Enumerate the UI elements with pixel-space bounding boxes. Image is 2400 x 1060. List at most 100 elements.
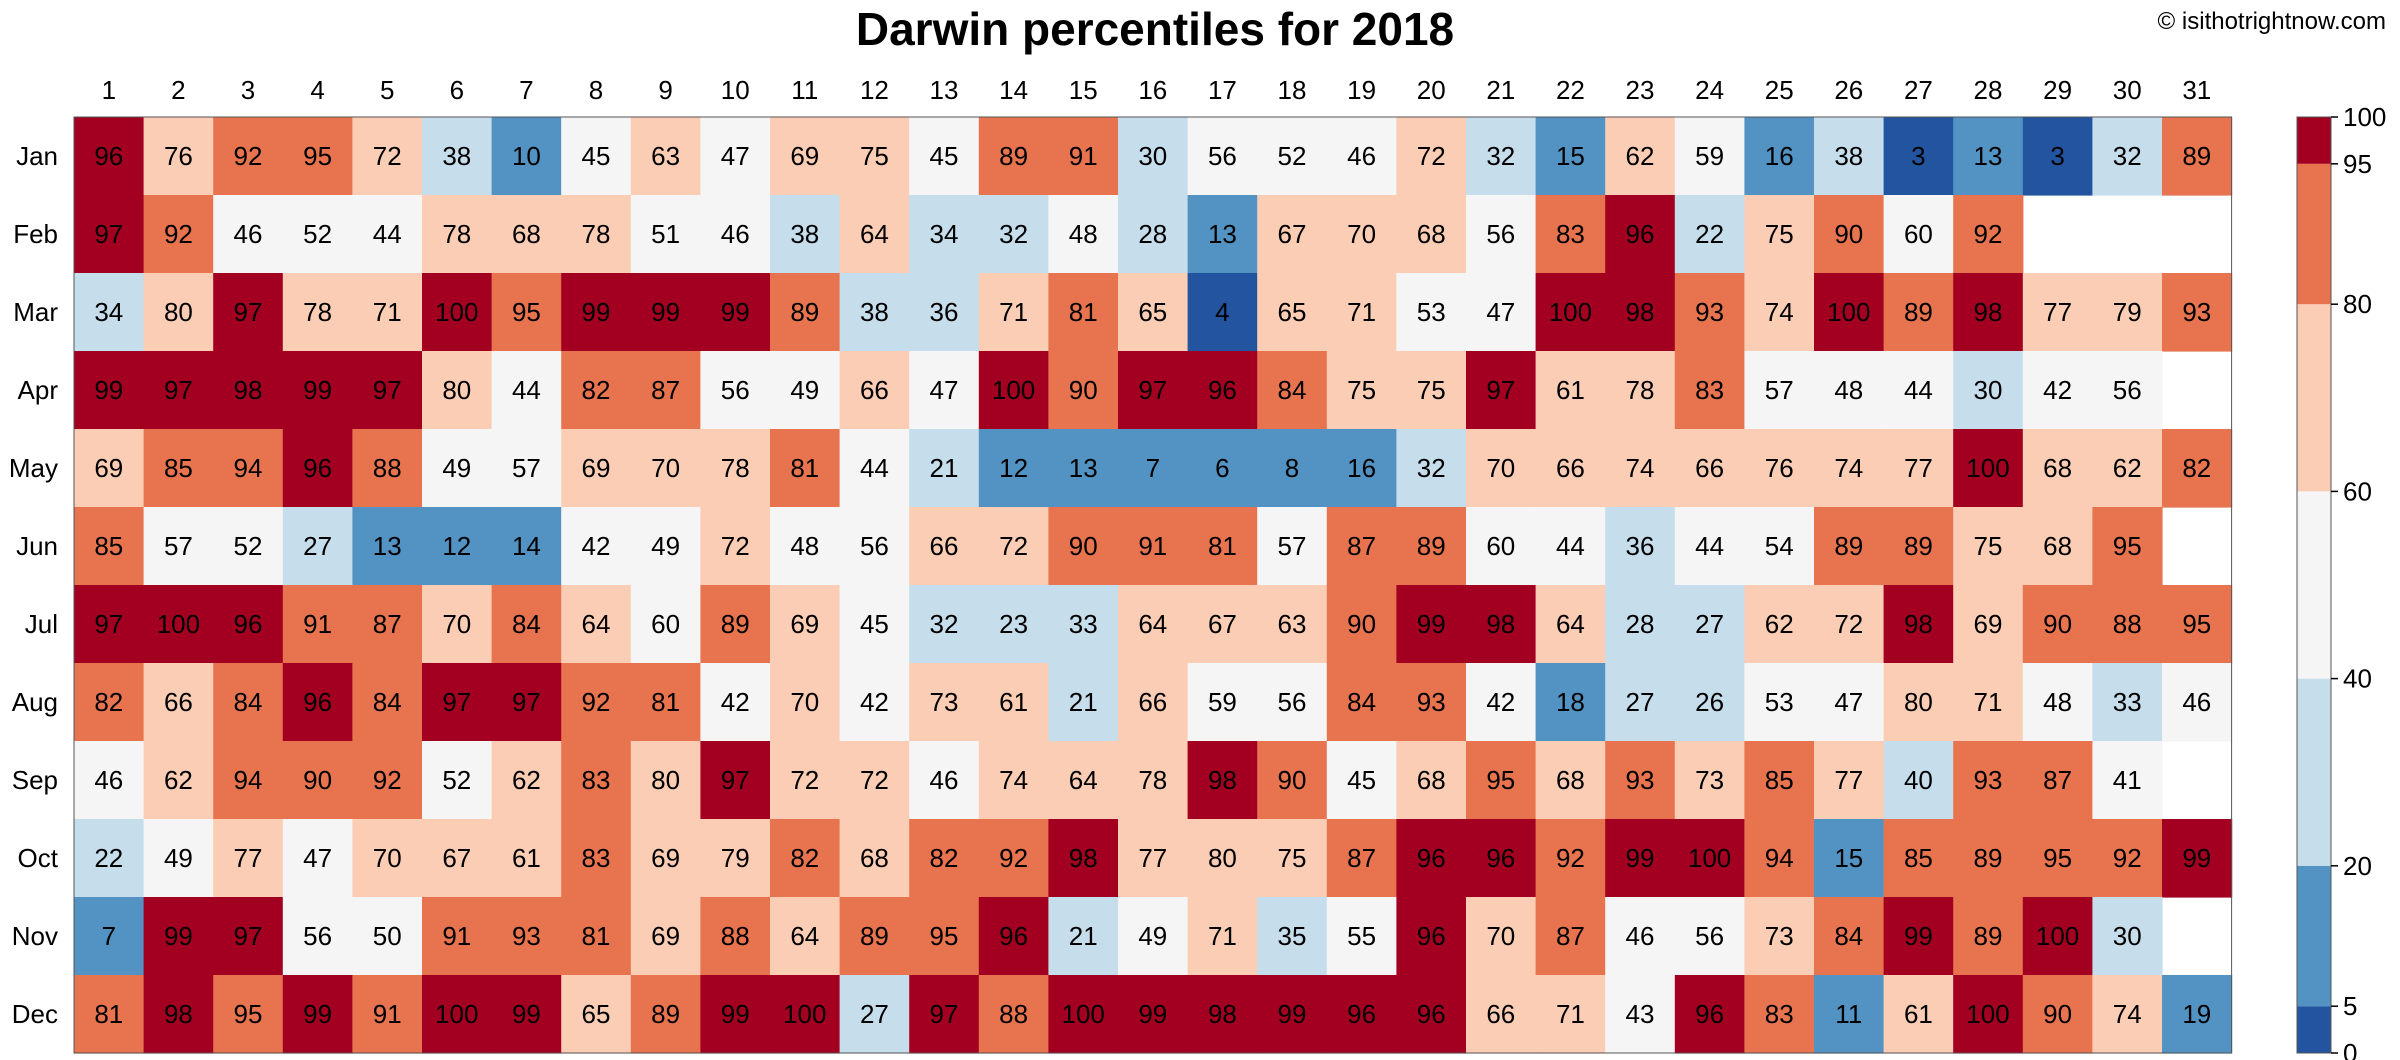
heatmap-cell — [1883, 195, 1954, 274]
cell-value-label: 38 — [442, 141, 471, 171]
cell-value-label: 60 — [1904, 219, 1933, 249]
cell-value-label: 97 — [164, 375, 193, 405]
day-label: 10 — [721, 75, 750, 105]
heatmap-cell — [282, 195, 353, 274]
heatmap-cell — [422, 897, 493, 976]
colorbar — [2296, 116, 2332, 1054]
cell-value-label: 74 — [1626, 453, 1655, 483]
cell-value-label: 46 — [930, 765, 959, 795]
heatmap-cell — [422, 585, 493, 664]
heatmap-cell — [700, 429, 771, 508]
cell-value-label: 30 — [1138, 141, 1167, 171]
heatmap-cell — [74, 741, 145, 820]
heatmap-cell — [1118, 117, 1189, 196]
heatmap-cell — [143, 507, 214, 586]
heatmap-cell — [1953, 507, 2024, 586]
cell-value-label: 15 — [1556, 141, 1585, 171]
day-label: 26 — [1834, 75, 1863, 105]
cell-value-label: 82 — [582, 375, 611, 405]
heatmap-cell — [282, 273, 353, 352]
cell-value-label: 92 — [2113, 843, 2142, 873]
cell-value-label: 87 — [1347, 843, 1376, 873]
cell-value-label: 79 — [721, 843, 750, 873]
cell-value-label: 84 — [373, 687, 402, 717]
cell-value-label: 8 — [1285, 453, 1299, 483]
cell-value-label: 89 — [721, 609, 750, 639]
heatmap-cell — [770, 897, 841, 976]
heatmap-cell — [1466, 975, 1537, 1054]
heatmap-cell — [770, 429, 841, 508]
cell-value-label: 95 — [2043, 843, 2072, 873]
heatmap-cell — [2022, 351, 2093, 430]
cell-value-label: 99 — [582, 297, 611, 327]
heatmap-cell — [1674, 429, 1745, 508]
cell-value-label: 69 — [651, 843, 680, 873]
cell-value-label: 88 — [2113, 609, 2142, 639]
heatmap-cell — [1396, 273, 1467, 352]
heatmap-cell — [422, 117, 493, 196]
cell-value-label: 16 — [1765, 141, 1794, 171]
cell-value-label: 71 — [999, 297, 1028, 327]
heatmap-cell — [352, 585, 423, 664]
cell-value-label: 99 — [1417, 609, 1446, 639]
cell-value-label: 72 — [860, 765, 889, 795]
cell-value-label: 49 — [790, 375, 819, 405]
heatmap-cell — [1048, 429, 1119, 508]
cell-value-label: 91 — [373, 999, 402, 1029]
heatmap-cell — [700, 117, 771, 196]
heatmap-cell — [1187, 273, 1258, 352]
heatmap-cell — [1118, 585, 1189, 664]
cell-value-label: 52 — [303, 219, 332, 249]
heatmap-cell — [2092, 741, 2163, 820]
cell-value-label: 68 — [1556, 765, 1585, 795]
cell-value-label: 32 — [930, 609, 959, 639]
cell-value-label: 92 — [164, 219, 193, 249]
heatmap-cell — [422, 429, 493, 508]
cell-value-label: 69 — [790, 609, 819, 639]
heatmap-cell — [1118, 897, 1189, 976]
heatmap-cell — [1535, 273, 1606, 352]
heatmap-cell — [1674, 351, 1745, 430]
heatmap-cell — [491, 741, 562, 820]
cell-value-label: 33 — [2113, 687, 2142, 717]
heatmap-cell — [74, 663, 145, 742]
heatmap-cell — [352, 429, 423, 508]
cell-value-label: 97 — [94, 219, 123, 249]
heatmap-cell — [1048, 975, 1119, 1054]
cell-value-label: 96 — [1417, 921, 1446, 951]
colorbar-bin — [2297, 491, 2331, 679]
heatmap-cell — [909, 819, 980, 898]
heatmap-cell — [1257, 975, 1328, 1054]
cell-value-label: 75 — [1278, 843, 1307, 873]
heatmap-cell — [978, 429, 1049, 508]
cell-value-label: 57 — [1765, 375, 1794, 405]
heatmap-cell — [1605, 663, 1676, 742]
heatmap-cell — [839, 195, 910, 274]
cell-value-label: 16 — [1347, 453, 1376, 483]
cell-value-label: 99 — [1278, 999, 1307, 1029]
heatmap-cell — [1048, 507, 1119, 586]
cell-value-label: 46 — [234, 219, 263, 249]
heatmap-cell — [1883, 429, 1954, 508]
heatmap-cell — [909, 273, 980, 352]
cell-value-label: 99 — [303, 999, 332, 1029]
heatmap-cell — [352, 663, 423, 742]
heatmap-cell — [1187, 351, 1258, 430]
cell-value-label: 56 — [303, 921, 332, 951]
cell-value-label: 96 — [303, 453, 332, 483]
cell-value-label: 56 — [1208, 141, 1237, 171]
heatmap-cell — [630, 117, 701, 196]
day-label: 12 — [860, 75, 889, 105]
cell-value-label: 34 — [930, 219, 959, 249]
heatmap-cell — [2022, 819, 2093, 898]
cell-value-label: 69 — [94, 453, 123, 483]
cell-value-label: 66 — [1556, 453, 1585, 483]
heatmap-cell — [1883, 897, 1954, 976]
cell-value-label: 92 — [1556, 843, 1585, 873]
heatmap-cell — [630, 585, 701, 664]
heatmap-cell — [1744, 585, 1815, 664]
cell-value-label: 88 — [373, 453, 402, 483]
cell-value-label: 10 — [512, 141, 541, 171]
cell-value-label: 44 — [860, 453, 889, 483]
heatmap-cell — [630, 195, 701, 274]
